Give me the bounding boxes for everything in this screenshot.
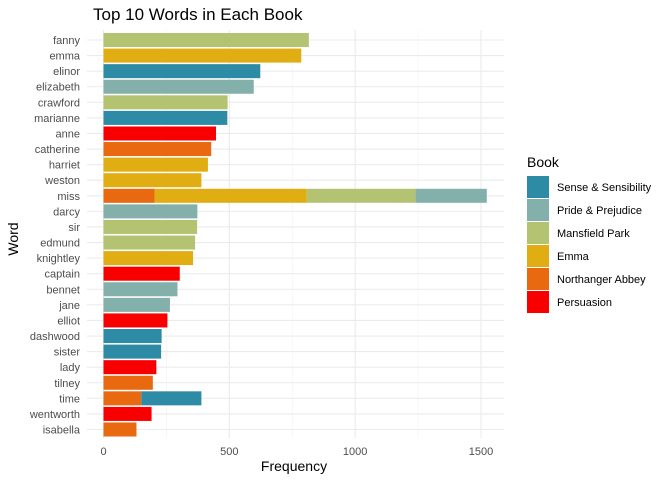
legend-swatch — [527, 176, 549, 198]
x-axis-title: Frequency — [261, 458, 327, 474]
y-tick-label: sir — [68, 222, 80, 234]
legend-label: Persuasion — [557, 297, 612, 309]
bar-knightley-emma — [103, 251, 194, 266]
y-tick-label: catherine — [35, 144, 80, 156]
bar-miss-pride-prejudice — [415, 188, 487, 203]
y-tick-label: edmund — [40, 238, 80, 250]
legend-label: Northanger Abbey — [557, 274, 646, 286]
bar-tilney-northanger-abbey — [103, 375, 153, 390]
bar-elizabeth-pride-prejudice — [103, 79, 254, 94]
y-axis-title: Word — [5, 222, 21, 255]
legend-swatch — [527, 291, 549, 313]
bar-miss-northanger-abbey — [103, 188, 155, 203]
y-tick-label: knightley — [37, 253, 81, 265]
bar-time-northanger-abbey — [103, 391, 142, 406]
y-tick-label: emma — [49, 51, 80, 63]
y-tick-label: harriet — [49, 160, 80, 172]
bar-fanny-mansfield-park — [103, 32, 309, 48]
chart-title: Top 10 Words in Each Book — [93, 5, 303, 24]
y-tick-label: isabella — [43, 425, 81, 437]
bar-wentworth-persuasion — [103, 406, 152, 421]
y-tick-label: captain — [45, 269, 80, 281]
x-tick-label: 500 — [220, 446, 238, 458]
y-tick-label: elizabeth — [36, 82, 80, 94]
y-tick-label: weston — [44, 175, 80, 187]
bar-harriet-emma — [103, 157, 208, 172]
x-tick-label: 1000 — [343, 446, 367, 458]
legend-label: Mansfield Park — [557, 228, 630, 240]
bar-marianne-sense-sensibility — [103, 110, 228, 125]
y-tick-label: sister — [54, 347, 81, 359]
y-tick-label: crawford — [38, 97, 80, 109]
bar-elinor-sense-sensibility — [103, 64, 261, 79]
x-tick-label: 1500 — [469, 446, 493, 458]
y-tick-label: fanny — [53, 35, 80, 47]
y-tick-label: jane — [58, 300, 80, 312]
y-tick-label: lady — [60, 362, 81, 374]
legend-swatch — [527, 199, 549, 221]
y-tick-label: time — [59, 393, 80, 405]
bar-bennet-pride-prejudice — [103, 282, 178, 297]
y-tick-labels: fanny emma elinor elizabeth crawford marianne… — [29, 35, 81, 437]
bar-time-sense-sensibility — [141, 391, 202, 406]
bars — [103, 32, 487, 437]
y-tick-label: anne — [56, 128, 80, 140]
y-tick-label: marianne — [34, 113, 80, 125]
bar-edmund-mansfield-park — [103, 235, 196, 250]
legend-label: Pride & Prejudice — [557, 205, 642, 217]
legend: Book Sense & Sensibility Pride & Prejudic… — [527, 154, 652, 313]
y-tick-label: elinor — [53, 66, 80, 78]
bar-crawford-mansfield-park — [103, 95, 228, 110]
bar-miss-mansfield-park — [306, 188, 416, 203]
legend-items: Sense & Sensibility Pride & Prejudice Mans… — [527, 176, 652, 313]
y-tick-label: darcy — [53, 206, 80, 218]
legend-swatch — [527, 268, 549, 290]
legend-label: Sense & Sensibility — [557, 182, 652, 194]
y-tick-label: dashwood — [30, 331, 80, 343]
bar-dashwood-sense-sensibility — [103, 329, 162, 344]
legend-title: Book — [527, 154, 560, 170]
bar-weston-emma — [103, 173, 202, 188]
bar-jane-pride-prejudice — [103, 297, 170, 312]
y-tick-label: elliot — [57, 315, 80, 327]
bar-catherine-northanger-abbey — [103, 142, 212, 157]
y-tick-label: miss — [57, 191, 80, 203]
bar-miss-emma — [154, 188, 307, 203]
bar-isabella-northanger-abbey — [103, 422, 137, 437]
legend-swatch — [527, 222, 549, 244]
y-tick-label: tilney — [54, 378, 80, 390]
legend-label: Emma — [557, 251, 590, 263]
legend-swatch — [527, 245, 549, 267]
x-tick-labels: 0 500 1000 1500 — [100, 446, 493, 458]
bar-sir-mansfield-park — [103, 219, 198, 234]
y-tick-label: wentworth — [29, 409, 80, 421]
bar-anne-persuasion — [103, 126, 216, 141]
bar-lady-persuasion — [103, 360, 157, 375]
bar-darcy-pride-prejudice — [103, 204, 198, 219]
bar-elliot-persuasion — [103, 313, 168, 328]
y-tick-label: bennet — [46, 284, 80, 296]
x-tick-label: 0 — [100, 446, 106, 458]
bar-emma-emma — [103, 48, 302, 63]
bar-sister-sense-sensibility — [103, 344, 162, 359]
bar-captain-persuasion — [103, 266, 180, 281]
